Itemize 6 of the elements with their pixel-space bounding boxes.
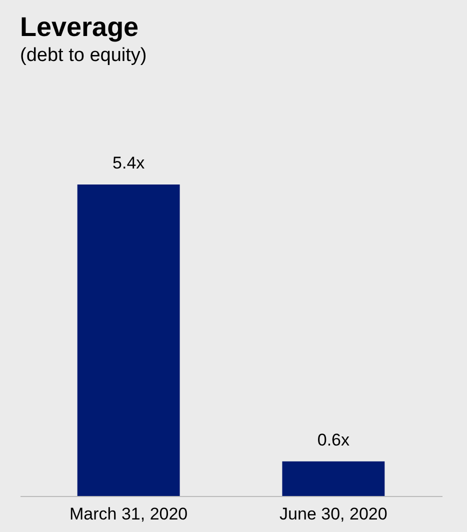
data-label: 0.6x [317, 430, 350, 450]
x-tick-label: June 30, 2020 [280, 504, 388, 524]
chart-subtitle: (debt to equity) [20, 45, 147, 66]
x-tick-label: March 31, 2020 [70, 504, 188, 524]
data-label: 5.4x [112, 154, 146, 173]
chart-title: Leverage [20, 12, 139, 42]
